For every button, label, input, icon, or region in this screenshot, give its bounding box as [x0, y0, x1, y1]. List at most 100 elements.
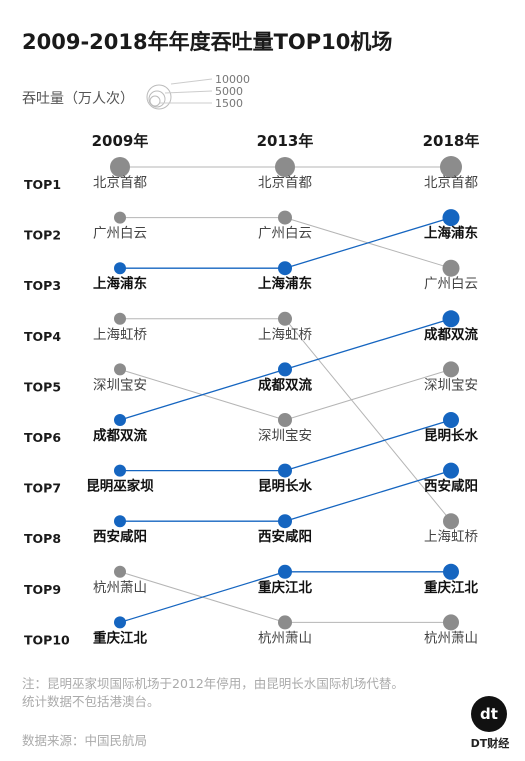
connector-line — [284, 469, 452, 522]
rank-label: TOP6 — [24, 430, 61, 445]
rank-label: TOP3 — [24, 278, 61, 293]
slope-chart: 2009年 2013年 2018年 TOP1 TOP2 TOP3 TOP4 TOP5 TOP6 T… — [24, 132, 479, 647]
airport-dot — [278, 514, 292, 529]
brand-name: DT财经 — [470, 737, 510, 750]
airport-label: 西安咸阳 — [424, 478, 478, 495]
legend-value-medium: 5000 — [215, 85, 243, 98]
chart-labels: 2009年 2013年 2018年 TOP1 TOP2 TOP3 TOP4 TOP5 TOP6 T… — [24, 132, 479, 647]
airport-dot — [443, 462, 459, 479]
airport-label: 广州白云 — [258, 226, 312, 242]
dt-logo: dt — [471, 696, 507, 732]
airport-dot — [114, 464, 126, 477]
footnote-continued: 统计数据不包括港澳台。 — [22, 694, 160, 709]
airport-label: 成都双流 — [258, 376, 312, 393]
airport-dot — [443, 412, 459, 428]
airport-label: 西安咸阳 — [258, 528, 312, 545]
connector-line — [119, 368, 286, 421]
airport-dot — [278, 564, 292, 579]
airport-dot — [110, 157, 130, 177]
legend-value-small: 1500 — [215, 97, 243, 110]
airport-label: 广州白云 — [93, 226, 147, 242]
legend-circle-large — [146, 84, 172, 110]
size-legend-graphic: 10000 5000 1500 — [146, 73, 250, 110]
airport-label: 上海虹桥 — [93, 327, 147, 343]
airport-label: 上海浦东 — [93, 275, 147, 292]
airport-label: 北京首都 — [424, 175, 478, 191]
legend-label: 吞吐量（万人次） — [22, 91, 134, 107]
connector-lines — [119, 166, 452, 624]
airport-label: 深圳宝安 — [258, 428, 312, 444]
airport-dot — [278, 311, 292, 326]
airport-label: 杭州萧山 — [424, 630, 478, 646]
rank-label: TOP2 — [24, 228, 61, 243]
connector-line — [284, 216, 452, 269]
airport-dot — [440, 156, 462, 178]
airport-label: 昆明长水 — [258, 478, 312, 495]
airport-dot — [442, 259, 460, 277]
airport-dot — [443, 361, 459, 378]
airport-dot — [114, 515, 126, 528]
airport-label: 昆明巫家坝 — [86, 478, 154, 495]
airport-label: 上海虹桥 — [258, 327, 312, 343]
airport-label: 北京首都 — [258, 175, 312, 191]
connector-line — [284, 318, 452, 371]
airport-dot — [114, 616, 126, 629]
airport-label: 上海浦东 — [424, 225, 478, 242]
rank-label: TOP10 — [24, 632, 70, 647]
airport-dot — [278, 362, 292, 377]
legend-circle-small — [149, 95, 161, 107]
legend-leader-large — [170, 78, 213, 85]
airport-dot — [114, 363, 126, 376]
airport-dot — [114, 211, 126, 224]
airport-label: 杭州萧山 — [258, 630, 312, 646]
airport-label: 广州白云 — [424, 276, 478, 292]
rank-dots — [110, 156, 462, 631]
airport-label: 昆明长水 — [424, 427, 478, 444]
airport-dot — [114, 262, 126, 275]
airport-dot — [114, 312, 126, 325]
dt-logo-mark: dt — [480, 705, 498, 723]
rank-label: TOP7 — [24, 481, 61, 496]
airport-dot — [442, 209, 460, 227]
airport-dot — [442, 310, 460, 328]
connector-line — [284, 318, 452, 522]
airport-dot — [443, 614, 459, 631]
airport-dot — [443, 513, 459, 530]
connector-line — [284, 419, 452, 472]
legend-circle-medium — [148, 90, 166, 108]
rank-label: TOP9 — [24, 582, 61, 597]
airport-label: 重庆江北 — [93, 629, 147, 646]
airport-label: 深圳宝安 — [93, 377, 147, 393]
airport-dot — [275, 157, 295, 177]
connector-line — [119, 571, 286, 624]
rank-label: TOP8 — [24, 531, 61, 546]
year-header: 2013年 — [257, 132, 314, 150]
airport-dot — [278, 261, 292, 276]
size-legend: 吞吐量（万人次） 10000 5000 1500 — [22, 70, 282, 115]
airport-label: 深圳宝安 — [424, 377, 478, 393]
airport-dot — [278, 615, 292, 630]
airport-label: 重庆江北 — [258, 579, 312, 596]
airport-label: 重庆江北 — [424, 579, 478, 596]
rank-label: TOP1 — [24, 177, 61, 192]
airport-dot — [114, 414, 126, 426]
year-header: 2009年 — [92, 132, 149, 150]
airport-dot — [114, 565, 126, 578]
airport-dot — [443, 563, 459, 580]
year-header: 2018年 — [423, 132, 480, 150]
airport-label: 成都双流 — [93, 427, 147, 444]
data-source: 数据来源：中国民航局 — [22, 733, 148, 748]
rank-label: TOP4 — [24, 329, 61, 344]
airport-label: 北京首都 — [93, 175, 147, 191]
airport-label: 上海浦东 — [258, 275, 312, 292]
airport-label: 西安咸阳 — [93, 528, 147, 545]
chart-title: 2009-2018年年度吞吐量TOP10机场 — [22, 30, 393, 54]
legend-leader-medium — [164, 90, 213, 94]
footnote: 注：昆明巫家坝国际机场于2012年停用，由昆明长水国际机场代替。 — [22, 676, 404, 691]
airport-label: 成都双流 — [424, 326, 478, 343]
legend-value-large: 10000 — [215, 73, 250, 86]
rank-label: TOP5 — [24, 379, 61, 394]
connector-line — [284, 368, 452, 421]
airport-dot — [278, 210, 292, 225]
airport-dot — [278, 463, 292, 478]
